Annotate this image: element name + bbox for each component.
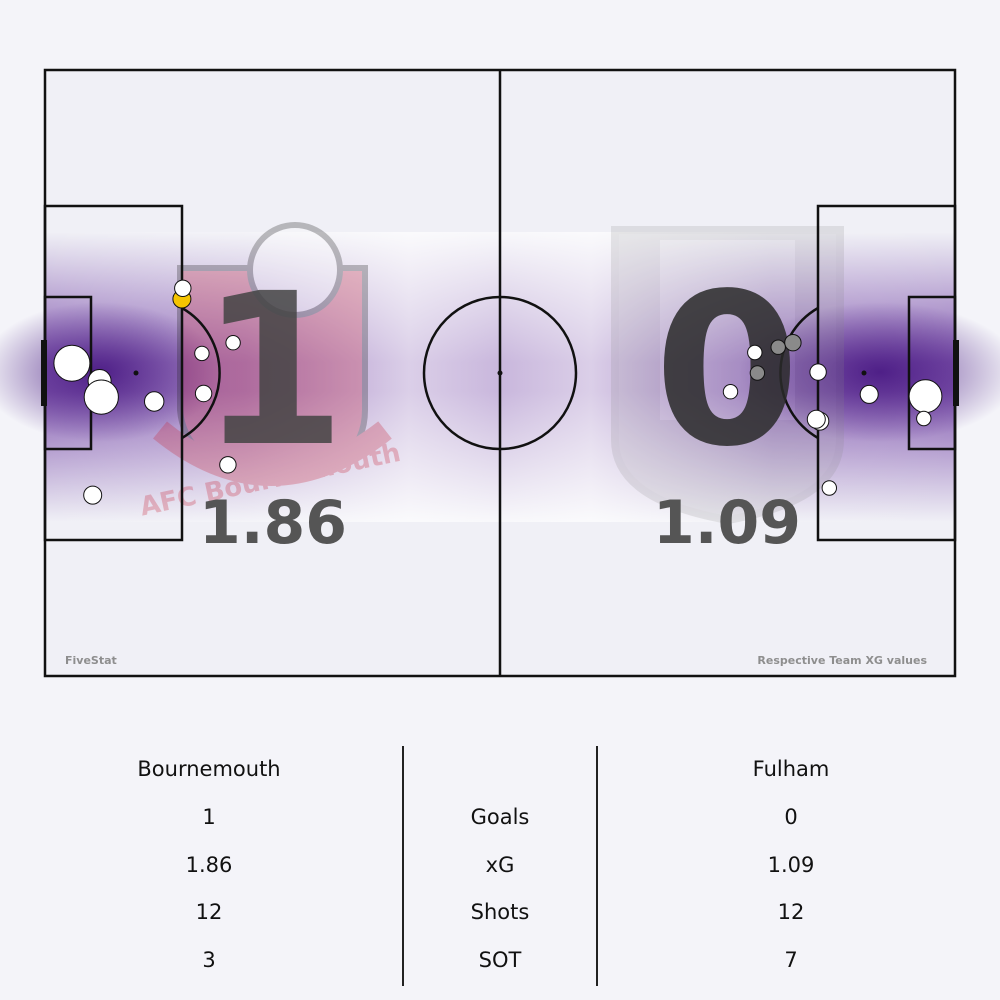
fulham-shot-11 <box>722 384 739 400</box>
home-goals-value: 1 <box>202 805 216 829</box>
home-shots-value: 12 <box>195 900 223 924</box>
penalty-spot-right <box>861 370 867 376</box>
bournemouth-shot-11 <box>83 485 103 505</box>
stat-label-shots: Shots <box>470 900 530 924</box>
fulham-shot-8 <box>770 339 786 355</box>
away-sot-value: 7 <box>784 948 798 972</box>
source-label: FiveStat <box>65 654 117 667</box>
away-goals-overlay: 0 <box>654 248 800 493</box>
home-goals-overlay: 1 <box>200 248 346 493</box>
bournemouth-shot-4 <box>144 391 165 412</box>
stat-label-sot: SOT <box>478 948 522 972</box>
shot-markers <box>53 279 943 505</box>
home-team-name: Bournemouth <box>137 757 281 781</box>
away-team-name: Fulham <box>752 757 830 781</box>
fulham-shot-6 <box>806 409 826 429</box>
fulham-shot-3 <box>859 384 879 404</box>
pitch-caption: Respective Team XG values <box>757 654 927 667</box>
away-goals-value: 0 <box>784 805 798 829</box>
home-xg-value: 1.86 <box>185 853 233 877</box>
bournemouth-shot-7 <box>194 345 210 362</box>
stats-divider-left <box>402 746 404 986</box>
away-xg-value: 1.09 <box>767 853 815 877</box>
away-xg-overlay: 1.09 <box>653 488 801 558</box>
bournemouth-shot-1 <box>53 344 91 382</box>
penalty-spot-left <box>133 370 139 376</box>
bournemouth-shot-10 <box>219 456 237 474</box>
bournemouth-shot-6 <box>174 279 192 297</box>
stat-label-goals: Goals <box>470 805 530 829</box>
home-xg-overlay: 1.86 <box>199 488 347 558</box>
fulham-shot-12 <box>821 480 837 496</box>
stats-divider-right <box>596 746 598 986</box>
fulham-shot-10 <box>749 365 766 381</box>
away-shots-value: 12 <box>777 900 805 924</box>
penalty-arc-right <box>779 306 819 440</box>
shot-map-pitch: AFC Bournemouth 1 1.86 0 1.09 FiveStat R… <box>0 68 1000 678</box>
fulham-shot-4 <box>809 363 827 381</box>
bournemouth-shot-3 <box>83 379 119 415</box>
bournemouth-shot-8 <box>194 384 213 403</box>
fulham-shot-7 <box>784 334 802 352</box>
match-stats-table: Bournemouth 1 1.86 12 3 Goals xG Shots S… <box>0 740 1000 1000</box>
home-sot-value: 3 <box>202 948 216 972</box>
fulham-shot-2 <box>916 410 932 427</box>
fulham-shot-9 <box>747 344 763 361</box>
fulham-shot-1 <box>908 379 943 414</box>
bournemouth-shot-9 <box>225 335 241 351</box>
centre-spot <box>497 370 503 376</box>
penalty-arc-left <box>181 306 221 440</box>
stat-label-xg: xG <box>485 853 515 877</box>
centre-circle <box>422 295 578 451</box>
